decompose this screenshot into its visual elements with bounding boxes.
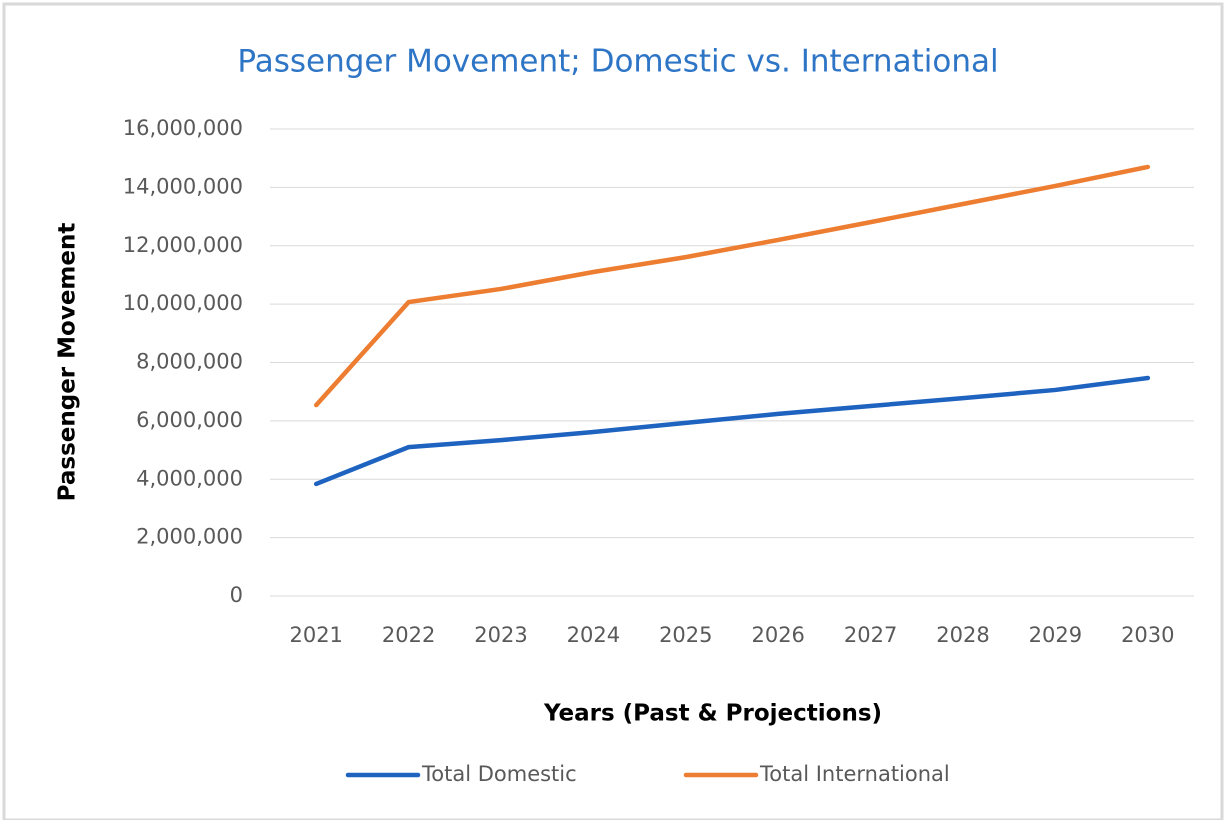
x-tick-label: 2026 (751, 623, 804, 647)
y-tick-label: 10,000,000 (123, 291, 243, 315)
x-tick-label: 2027 (844, 623, 897, 647)
y-tick-label: 12,000,000 (123, 233, 243, 257)
y-tick-label: 8,000,000 (136, 350, 243, 374)
y-tick-label: 4,000,000 (136, 466, 243, 490)
y-tick-label: 2,000,000 (136, 525, 243, 549)
x-tick-label: 2030 (1121, 623, 1174, 647)
series-line (313, 164, 1151, 408)
x-tick-label: 2025 (659, 623, 712, 647)
x-tick-label: 2022 (382, 623, 435, 647)
series-line (313, 375, 1151, 487)
x-axis-title: Years (Past & Projections) (543, 701, 882, 727)
legend-label: Total Domestic (421, 762, 577, 786)
chart-title: Passenger Movement; Domestic vs. Interna… (237, 44, 998, 80)
y-tick-label: 6,000,000 (136, 408, 243, 432)
x-tick-label: 2024 (567, 623, 620, 647)
y-tick-label: 0 (230, 583, 243, 607)
x-tick-label: 2023 (474, 623, 527, 647)
y-tick-label: 14,000,000 (123, 174, 243, 198)
y-tick-label: 16,000,000 (123, 116, 243, 140)
legend-label: Total International (759, 762, 950, 786)
y-axis-title: Passenger Movement (55, 223, 81, 502)
x-tick-label: 2021 (289, 623, 342, 647)
x-tick-label: 2028 (936, 623, 989, 647)
x-tick-label: 2029 (1029, 623, 1082, 647)
